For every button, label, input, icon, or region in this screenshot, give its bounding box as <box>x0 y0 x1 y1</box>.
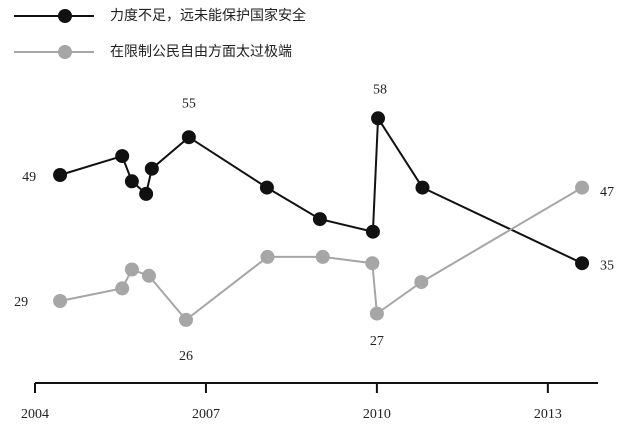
data-point <box>312 212 327 227</box>
data-point <box>415 180 430 195</box>
data-point <box>369 306 384 321</box>
data-point <box>115 281 130 296</box>
legend-marker <box>58 45 72 59</box>
data-label: 27 <box>370 334 384 349</box>
x-tick-label: 2004 <box>21 407 49 422</box>
data-point <box>53 168 68 182</box>
data-point <box>139 186 154 201</box>
data-point <box>315 249 330 264</box>
data-point <box>179 312 194 327</box>
data-label: 55 <box>182 96 196 111</box>
data-label: 29 <box>14 295 28 310</box>
data-label: 49 <box>22 170 36 185</box>
data-point <box>259 180 274 195</box>
legend-label: 力度不足，远未能保护国家安全 <box>110 7 306 24</box>
data-point <box>124 174 139 189</box>
legend-marker <box>58 9 72 23</box>
data-point <box>115 149 130 164</box>
data-label: 47 <box>600 185 614 200</box>
x-tick-label: 2010 <box>363 407 391 422</box>
x-tick-label: 2013 <box>534 407 562 422</box>
data-point <box>141 268 156 283</box>
data-point <box>365 256 380 271</box>
data-point <box>124 262 139 277</box>
data-label: 58 <box>373 83 387 98</box>
series-line <box>59 115 583 265</box>
data-point <box>365 224 380 239</box>
data-point <box>575 256 590 271</box>
data-label: 26 <box>179 349 193 364</box>
data-point <box>53 294 68 308</box>
data-point <box>414 275 429 290</box>
data-label: 35 <box>600 258 614 273</box>
legend-label: 在限制公民自由方面太过极端 <box>110 44 292 60</box>
data-point <box>371 111 386 126</box>
data-point <box>260 249 275 264</box>
data-point <box>575 180 590 195</box>
x-tick-label: 2007 <box>192 407 220 422</box>
data-point <box>181 130 196 145</box>
data-point <box>144 161 159 176</box>
